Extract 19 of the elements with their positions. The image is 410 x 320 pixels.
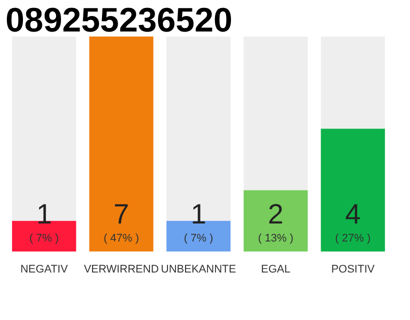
- annotation: ( 7% ): [29, 232, 59, 244]
- bar: [89, 36, 154, 252]
- data-label: 7: [114, 198, 130, 230]
- x-tick-label: POSITIV: [331, 264, 376, 276]
- bar: [244, 36, 308, 190]
- x-tick-label: VERWIRREND: [84, 264, 159, 276]
- x-tick-label: UNBEKANNTE: [160, 264, 236, 276]
- annotation: ( 47% ): [104, 232, 140, 244]
- bar: [320, 36, 385, 129]
- chart-title: 089255236520: [6, 2, 232, 40]
- data-label: 4: [345, 198, 361, 230]
- bar: [320, 128, 385, 252]
- annotation: ( 7% ): [184, 232, 214, 244]
- annotation: ( 13% ): [258, 232, 294, 244]
- x-tick-label: NEGATIV: [20, 264, 68, 276]
- annotation: ( 27% ): [335, 232, 371, 244]
- x-tick-label: EGAL: [261, 264, 290, 276]
- bar: [244, 190, 308, 252]
- data-label: 2: [268, 198, 284, 230]
